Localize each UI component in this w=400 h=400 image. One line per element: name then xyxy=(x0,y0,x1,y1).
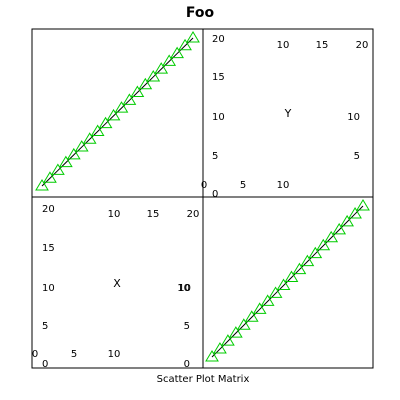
data-point xyxy=(205,350,219,362)
ticks-y-panel: 20 15 10 5 0 10 15 20 0 5 10 10 5 xyxy=(201,34,369,200)
tick-label: 10 xyxy=(178,283,191,294)
data-point xyxy=(300,254,315,267)
data-point xyxy=(186,31,200,43)
data-point xyxy=(106,108,121,121)
data-point xyxy=(316,238,331,251)
data-point xyxy=(244,310,259,322)
data-point xyxy=(340,214,354,227)
tick-label: 5 xyxy=(184,321,190,332)
tick-label: 15 xyxy=(42,243,55,254)
tick-label: 0 xyxy=(42,359,48,370)
chart-title: Foo xyxy=(186,5,215,21)
data-point xyxy=(228,326,243,338)
tick-label: 10 xyxy=(277,40,290,51)
data-point xyxy=(276,278,291,290)
x-axis-label: Scatter Plot Matrix xyxy=(157,374,250,385)
data-point xyxy=(51,163,65,175)
data-point xyxy=(292,262,307,275)
tick-label: 0 xyxy=(32,349,38,360)
tick-label: 10 xyxy=(108,349,121,360)
data-point xyxy=(130,85,145,98)
tick-label: 10 xyxy=(347,112,360,123)
tick-label: 20 xyxy=(42,204,55,215)
data-point xyxy=(332,222,347,235)
data-point xyxy=(348,206,362,219)
tick-label: 15 xyxy=(212,72,225,83)
data-point xyxy=(66,147,81,160)
ticks-bottom-right-left-axis: 10 5 0 xyxy=(177,283,190,370)
data-point xyxy=(236,318,251,330)
tick-label: 5 xyxy=(354,151,360,162)
tick-label: 20 xyxy=(356,40,369,51)
data-point xyxy=(98,116,113,129)
tick-label: 5 xyxy=(42,321,48,332)
matrix-frame xyxy=(31,28,374,369)
tick-label: 5 xyxy=(71,349,77,360)
tick-label: 20 xyxy=(187,209,200,220)
data-point xyxy=(58,155,73,168)
data-point xyxy=(252,302,267,314)
data-point xyxy=(268,286,283,298)
tick-label: 0 xyxy=(201,180,207,191)
tick-label: 10 xyxy=(42,283,55,294)
scatter-panel-y-vs-x xyxy=(35,31,200,191)
panel-frame-top-left xyxy=(31,28,204,198)
data-point xyxy=(154,62,169,74)
tick-label: 0 xyxy=(212,189,218,200)
data-point xyxy=(82,132,97,144)
data-point xyxy=(170,46,184,59)
data-point xyxy=(324,230,339,243)
tick-label: 10 xyxy=(277,180,290,191)
data-point xyxy=(35,179,49,191)
tick-label: 0 xyxy=(184,359,190,370)
data-point xyxy=(43,171,57,183)
tick-label: 5 xyxy=(212,151,218,162)
data-point xyxy=(146,69,161,82)
data-point xyxy=(221,334,235,346)
data-point xyxy=(122,93,137,105)
data-point xyxy=(138,77,153,90)
data-point xyxy=(308,246,323,259)
diagonal-label-y: Y xyxy=(284,107,292,120)
data-point xyxy=(90,124,105,136)
tick-label: 20 xyxy=(212,34,225,45)
tick-label: 15 xyxy=(147,209,160,220)
panel-frame-bottom-right xyxy=(202,196,374,369)
tick-label: 5 xyxy=(240,180,246,191)
diagonal-label-x: X xyxy=(113,277,121,290)
data-point xyxy=(74,140,89,152)
tick-label: 10 xyxy=(212,112,225,123)
data-point xyxy=(114,101,129,113)
data-point xyxy=(284,270,299,283)
tick-label: 15 xyxy=(316,40,329,51)
scatter-panel-x-vs-y xyxy=(205,199,370,362)
data-point xyxy=(162,54,177,66)
ticks-x-panel: 20 15 10 5 0 10 15 20 0 5 10 10 xyxy=(32,204,200,370)
tick-label: 10 xyxy=(108,209,121,220)
data-point xyxy=(356,199,370,211)
data-point xyxy=(213,342,227,354)
data-point xyxy=(178,38,192,51)
data-point xyxy=(260,294,275,306)
tick-label: 10 xyxy=(177,283,190,294)
